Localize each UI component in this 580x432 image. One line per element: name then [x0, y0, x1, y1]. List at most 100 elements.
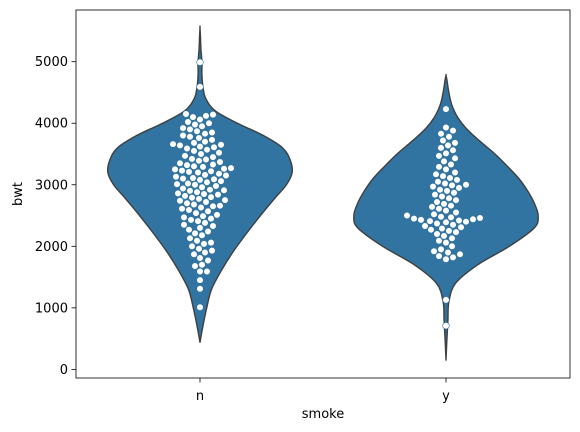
- swarm-point-y: [462, 218, 470, 226]
- swarm-point-y: [452, 228, 460, 236]
- swarm-point-n: [195, 134, 203, 142]
- swarm-point-n: [192, 209, 200, 217]
- swarm-point-y: [435, 163, 443, 171]
- swarm-point-n: [178, 205, 186, 213]
- swarm-point-n: [190, 139, 198, 147]
- swarm-point-n: [191, 181, 199, 189]
- y-tick-label: 5000: [35, 55, 68, 70]
- y-axis-label: bwt: [11, 182, 26, 206]
- y-tick-label: 2000: [35, 240, 68, 255]
- swarm-point-y: [452, 208, 460, 217]
- swarm-point-y: [439, 136, 447, 145]
- swarm-point-n: [204, 256, 212, 265]
- violins-layer: [106, 25, 539, 361]
- swarm-point-y: [421, 222, 429, 230]
- swarm-point-n: [222, 171, 230, 180]
- swarm-point-y: [435, 237, 443, 245]
- swarm-point-n: [193, 188, 201, 196]
- swarm-point-y: [440, 157, 448, 165]
- swarm-point-n: [202, 198, 210, 206]
- swarm-point-y: [440, 200, 448, 208]
- swarm-point-y: [442, 149, 450, 157]
- swarm-point-n: [208, 136, 216, 144]
- swarm-point-n: [196, 267, 204, 276]
- swarm-point-y: [445, 133, 453, 141]
- swarm-point-y: [437, 245, 445, 253]
- y-tick-label: 4000: [35, 117, 68, 132]
- swarm-point-y: [410, 215, 418, 223]
- swarm-point-y: [426, 217, 434, 225]
- swarm-point-n: [183, 144, 191, 153]
- swarm-point-n: [208, 128, 216, 137]
- swarm-point-n: [185, 226, 193, 234]
- swarm-point-y: [440, 232, 448, 240]
- swarm-point-n: [213, 211, 221, 219]
- swarm-point-y: [451, 168, 459, 177]
- swarm-point-y: [442, 105, 450, 113]
- swarm-point-n: [227, 164, 235, 172]
- swarm-point-n: [209, 202, 217, 210]
- swarm-point-n: [198, 183, 206, 191]
- swarm-point-n: [214, 191, 222, 199]
- swarm-point-n: [196, 254, 204, 262]
- swarm-point-y: [449, 253, 457, 261]
- swarm-points-layer: [169, 58, 484, 330]
- swarm-point-n: [176, 197, 184, 205]
- swarm-point-y: [438, 224, 446, 233]
- x-tick-label-y: y: [442, 389, 450, 404]
- swarm-point-y: [448, 234, 456, 242]
- swarm-point-n: [190, 250, 198, 258]
- swarm-point-y: [443, 187, 451, 195]
- swarm-point-y: [442, 296, 450, 304]
- swarm-point-n: [196, 276, 204, 284]
- swarm-point-y: [442, 322, 450, 330]
- x-tick-label-n: n: [196, 389, 204, 404]
- swarm-point-n: [187, 216, 195, 224]
- swarm-point-y: [447, 202, 455, 210]
- swarm-point-y: [435, 205, 443, 213]
- swarm-point-n: [198, 261, 206, 269]
- swarm-point-n: [197, 203, 205, 212]
- swarm-point-n: [178, 167, 186, 175]
- swarm-point-n: [216, 202, 224, 210]
- swarm-point-y: [446, 174, 454, 182]
- swarm-point-n: [201, 130, 209, 138]
- swarm-point-n: [188, 155, 196, 163]
- swarm-point-n: [183, 161, 191, 169]
- swarm-point-n: [172, 173, 180, 181]
- swarm-point-n: [185, 168, 193, 176]
- swarm-point-n: [190, 162, 198, 170]
- swarm-point-n: [184, 118, 192, 126]
- swarm-point-y: [433, 219, 441, 228]
- swarm-point-n: [207, 239, 215, 247]
- swarm-point-n: [209, 222, 217, 230]
- swarm-point-y: [442, 239, 450, 247]
- swarm-point-n: [188, 242, 196, 250]
- swarm-point-n: [201, 219, 209, 227]
- swarm-point-y: [431, 191, 439, 199]
- swarm-point-n: [195, 195, 203, 203]
- swarm-point-n: [176, 159, 184, 167]
- swarm-point-y: [403, 211, 411, 220]
- y-tick-label: 3000: [35, 178, 68, 193]
- swarm-point-n: [179, 175, 187, 183]
- swarm-point-n: [199, 163, 207, 171]
- swarm-point-n: [200, 240, 208, 248]
- swarm-point-y: [433, 230, 441, 238]
- swarm-point-n: [181, 152, 189, 160]
- swarm-point-n: [193, 237, 201, 245]
- swarm-point-y: [429, 183, 437, 191]
- swarm-point-y: [451, 139, 459, 147]
- violin-n: [106, 25, 294, 344]
- swarm-point-y: [462, 181, 470, 189]
- swarm-point-y: [432, 170, 440, 178]
- swarm-point-n: [186, 187, 194, 195]
- swarm-point-y: [456, 250, 464, 258]
- swarm-point-n: [188, 194, 196, 202]
- swarm-point-n: [195, 245, 203, 253]
- swarm-point-n: [202, 155, 210, 164]
- swarm-point-y: [442, 255, 450, 263]
- swarm-point-y: [417, 216, 425, 224]
